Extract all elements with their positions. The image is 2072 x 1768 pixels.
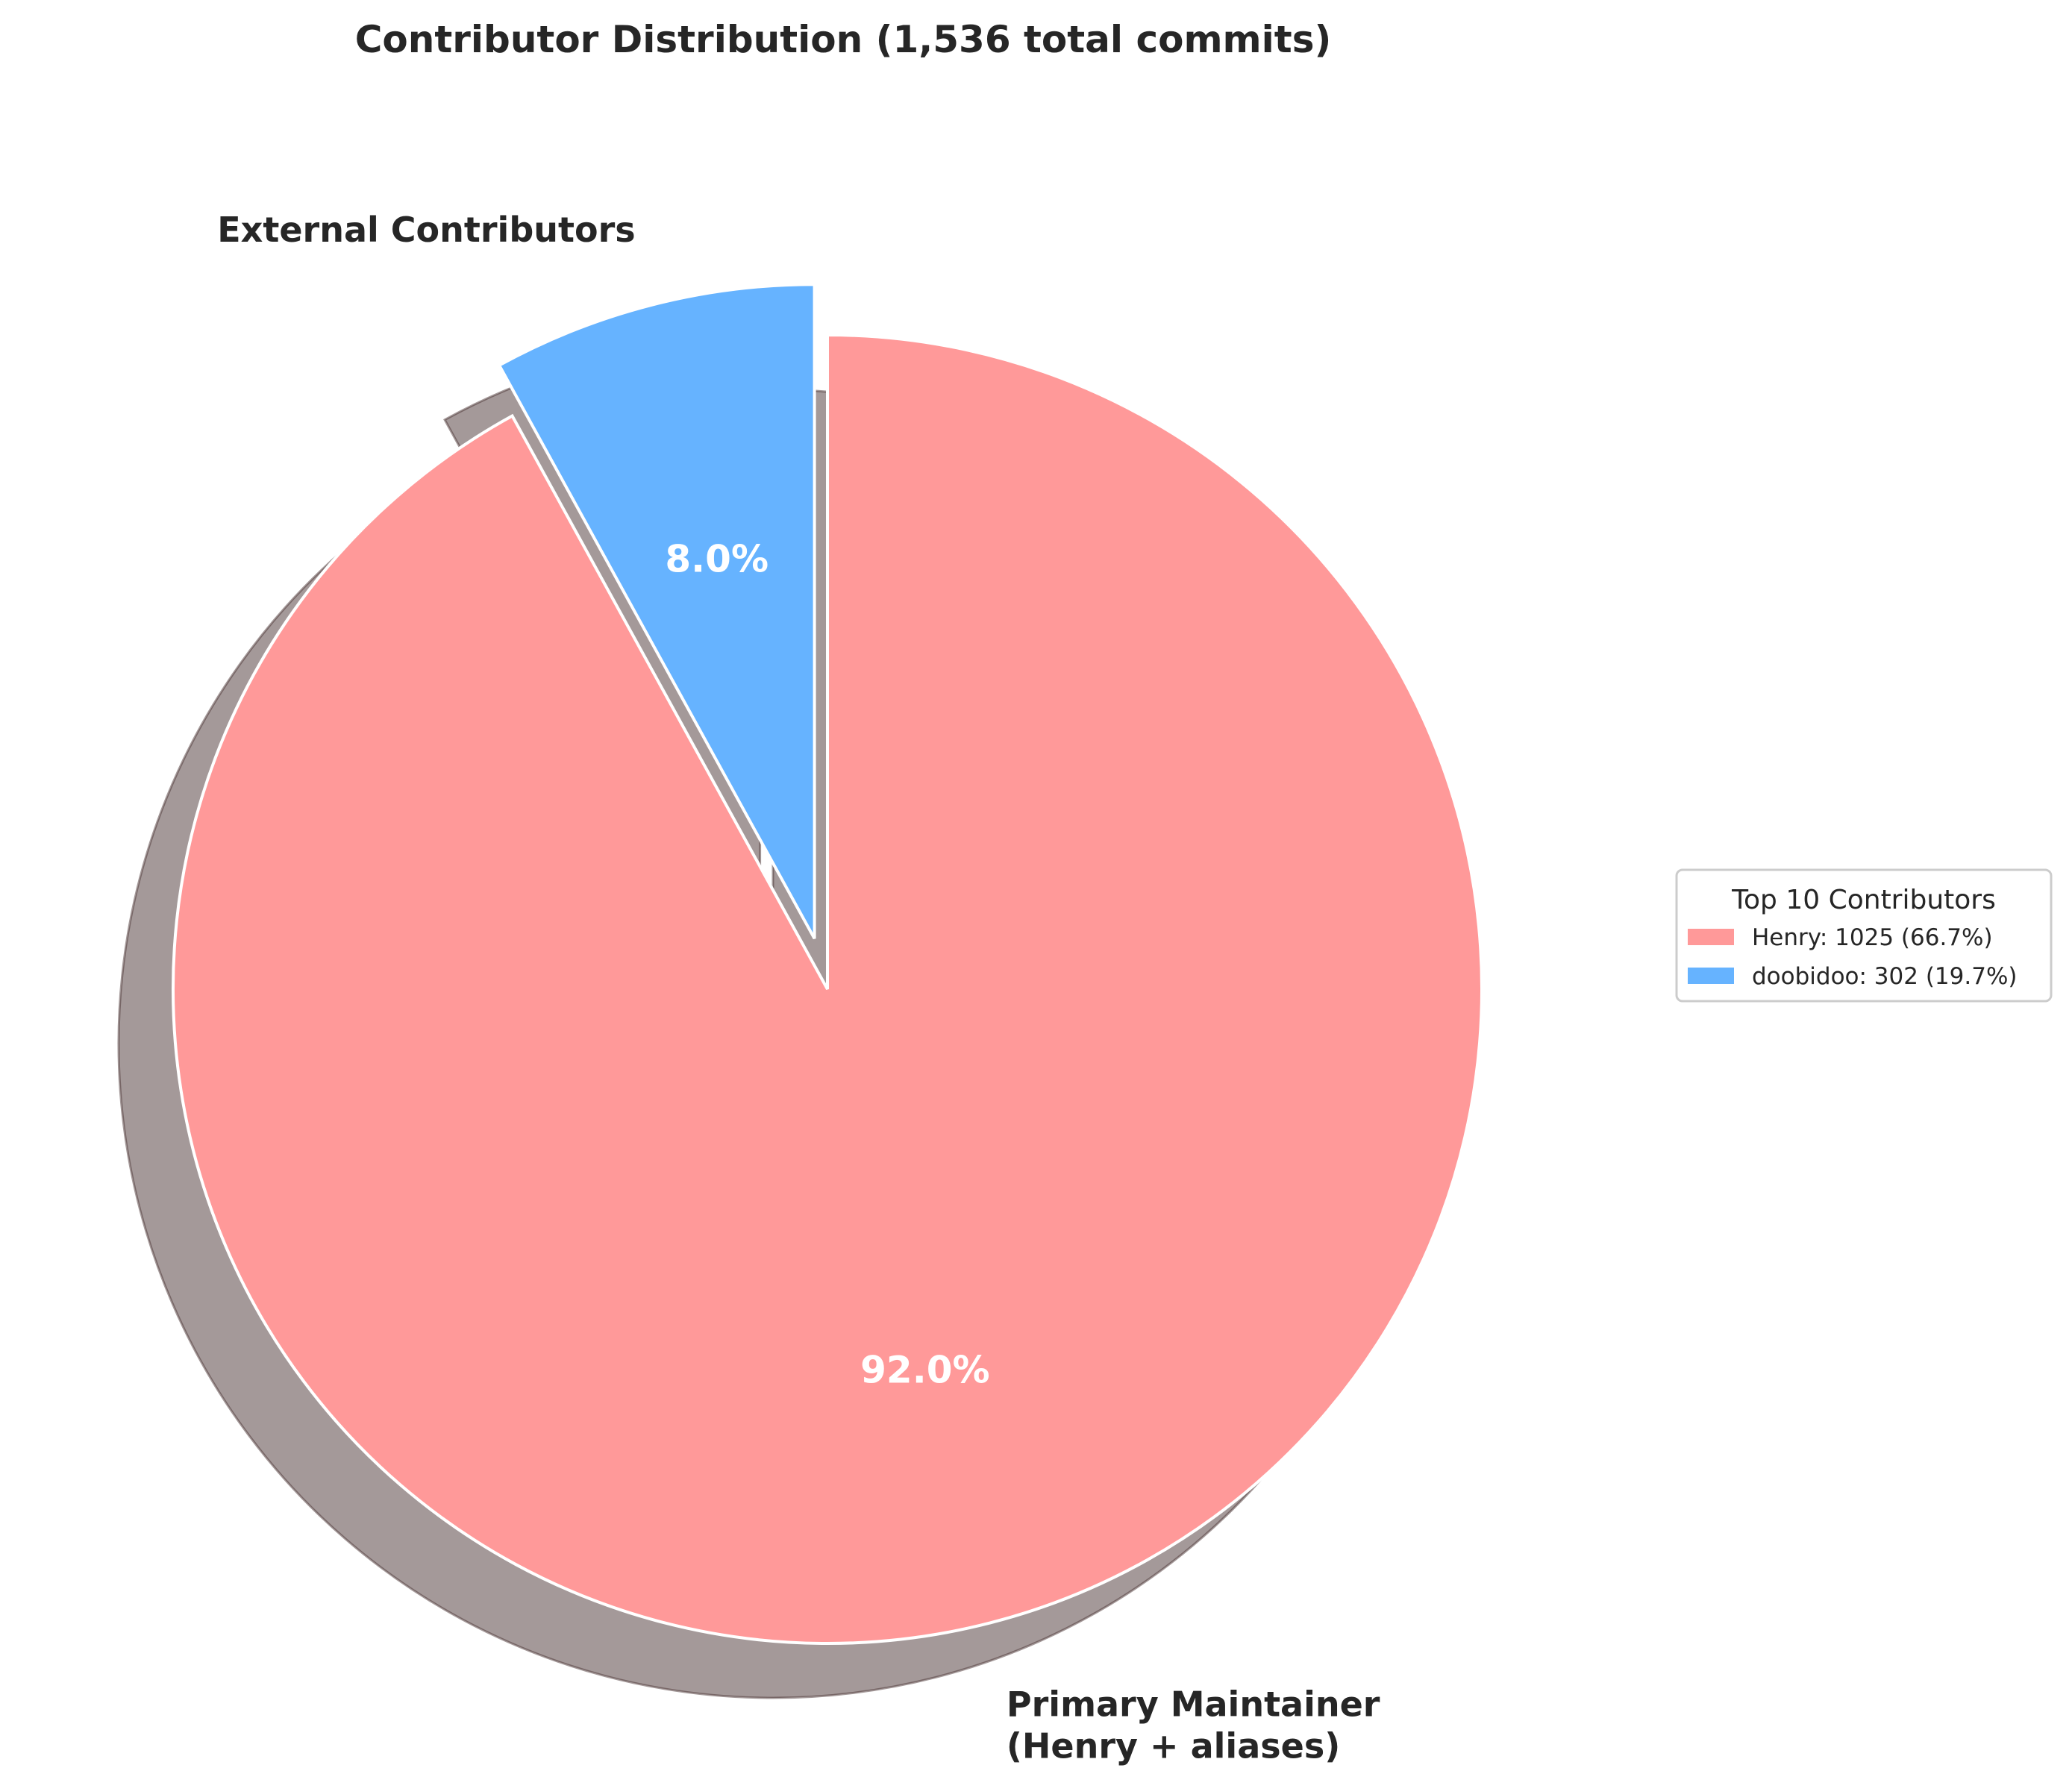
slice-primary-maintainer-henry-aliases bbox=[172, 333, 1483, 1645]
slice-label-external-contributors: External Contributors bbox=[217, 210, 635, 250]
slice-label-primary-maintainer-henry-aliases: Primary Maintainer (Henry + aliases) bbox=[1007, 1684, 1380, 1766]
legend-swatch bbox=[1688, 968, 1734, 984]
slice-external-contributors bbox=[497, 283, 816, 940]
slice-label-line: Primary Maintainer bbox=[1007, 1684, 1380, 1724]
percent-labels: 92.0% 8.0% bbox=[665, 538, 989, 1392]
pie-slices bbox=[172, 283, 1483, 1645]
legend-label: Henry: 1025 (66.7%) bbox=[1752, 924, 1993, 951]
legend: Top 10 Contributors Henry: 1025 (66.7%) d… bbox=[1675, 868, 2053, 1003]
slice-labels: Primary Maintainer (Henry + aliases) Exter… bbox=[217, 210, 1380, 1767]
slice-label-line: (Henry + aliases) bbox=[1007, 1725, 1340, 1766]
legend-swatch bbox=[1688, 929, 1734, 945]
legend-title: Top 10 Contributors bbox=[1731, 885, 1996, 915]
percent-label-external-contributors: 8.0% bbox=[665, 538, 769, 581]
chart-title: Contributor Distribution (1,536 total co… bbox=[355, 18, 1332, 61]
legend-entries: Henry: 1025 (66.7%) doobidoo: 302 (19.7%) bbox=[1688, 924, 2018, 990]
slice-label-line: External Contributors bbox=[217, 210, 635, 250]
legend-box bbox=[1675, 868, 2053, 1003]
percent-label-primary-maintainer-henry-aliases: 92.0% bbox=[860, 1349, 989, 1392]
legend-label: doobidoo: 302 (19.7%) bbox=[1752, 963, 2018, 990]
